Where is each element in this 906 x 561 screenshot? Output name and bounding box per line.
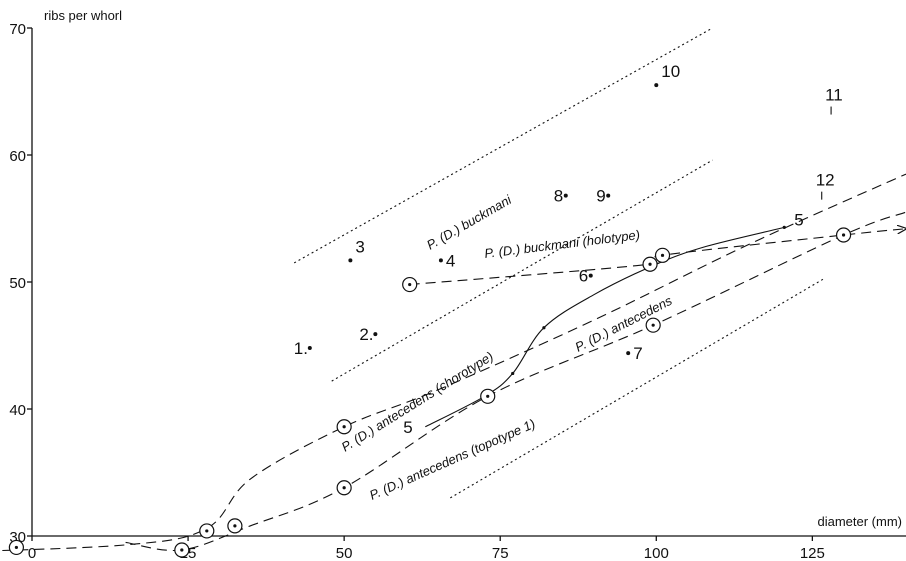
specimen-label-6: 6 — [579, 267, 588, 286]
series-line-7 — [450, 277, 826, 499]
specimen-point-10 — [654, 83, 659, 88]
curve-label-2: P. (D.) buckmani (holotype) — [484, 227, 641, 261]
specimen-point-6 — [588, 273, 593, 278]
solid-vertex-2 — [511, 371, 515, 376]
specimen-point-7 — [626, 351, 631, 356]
ringed-point-center-1-1 — [408, 282, 412, 287]
series-line-6 — [331, 159, 713, 382]
specimen-label-10: 10 — [661, 62, 680, 81]
series-line-2 — [0, 173, 906, 552]
specimen-label-4: 4 — [446, 251, 455, 270]
curve-label-5: P. (D.) antecedens (topotype 1) — [367, 416, 537, 503]
ringed-point-center-3-4 — [342, 486, 346, 490]
y-axis-title: ribs per whorl — [44, 8, 122, 23]
points-layer — [8, 83, 852, 558]
specimen-point-3 — [348, 258, 353, 263]
ringed-point-center-2-1 — [205, 529, 209, 533]
x-axis-title: diameter (mm) — [817, 514, 902, 529]
specimen-point-4 — [438, 258, 443, 263]
curve-label-3: P. (D.) antecedens (chorotype) — [339, 349, 496, 455]
specimen-label-11: 11 — [825, 86, 843, 105]
series-line-1 — [409, 229, 906, 286]
solid-vertex-3 — [542, 326, 546, 330]
ringed-point-center-3-1 — [14, 545, 18, 550]
specimen-label-1: 1. — [294, 339, 308, 358]
x-tick-label-75: 75 — [492, 545, 509, 561]
solid-end-dot — [782, 225, 786, 229]
x-tick-label-125: 125 — [800, 545, 825, 561]
specimen-point-2 — [373, 332, 378, 337]
x-tick-label-50: 50 — [336, 545, 353, 561]
specimen-label-7: 7 — [633, 344, 642, 363]
specimen-point-1 — [307, 346, 312, 351]
specimen-point-8 — [563, 193, 568, 198]
curves-layer — [0, 27, 906, 552]
y-tick-label-70: 70 — [9, 21, 26, 38]
curve-end-label-end: 5 — [794, 210, 803, 229]
specimen-label-8: 8 — [554, 187, 563, 206]
ringed-point-center-3-3 — [233, 524, 237, 528]
series-line-3 — [125, 211, 906, 552]
curve-end-label-start: 5 — [403, 418, 412, 437]
specimen-label-3: 3 — [355, 237, 364, 256]
ringed-point-center-1-3 — [660, 253, 665, 257]
x-tick-label-100: 100 — [644, 545, 669, 561]
specimen-point-9 — [606, 193, 611, 198]
y-tick-label-50: 50 — [9, 275, 26, 292]
ringed-point-center-2-2 — [342, 425, 346, 429]
ringed-point-center-3-6 — [651, 323, 655, 327]
specimen-label-9: 9 — [596, 187, 605, 206]
specimen-label-12: 12 — [816, 171, 835, 190]
axes-layer: 30405060700255075100125ribs per whorldia… — [9, 8, 906, 561]
specimen-label-2: 2. — [359, 325, 373, 344]
y-tick-label-60: 60 — [9, 148, 26, 165]
y-tick-label-40: 40 — [9, 402, 26, 419]
ringed-point-center-1-2 — [648, 262, 652, 266]
ringed-point-center-3-5 — [486, 394, 490, 398]
ringed-point-center-3-2 — [180, 548, 184, 552]
ringed-point-center-1-4 — [841, 233, 846, 237]
series-line-5 — [293, 27, 713, 264]
x-tick-label-0: 0 — [28, 545, 36, 561]
